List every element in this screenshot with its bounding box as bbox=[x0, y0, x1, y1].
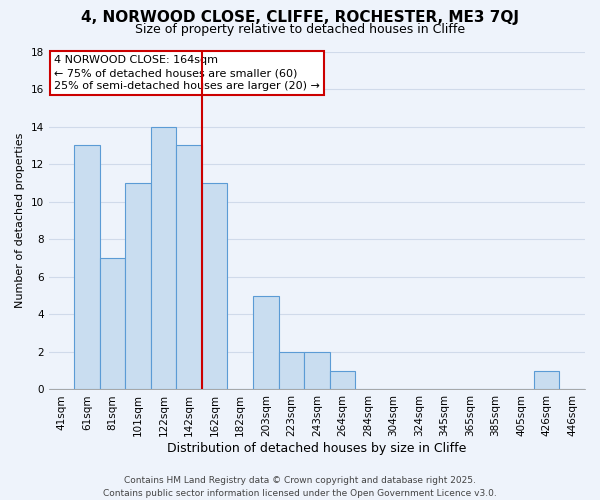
Bar bbox=[304, 352, 329, 390]
Bar bbox=[125, 183, 151, 390]
Bar bbox=[278, 352, 304, 390]
Bar bbox=[329, 370, 355, 390]
Y-axis label: Number of detached properties: Number of detached properties bbox=[15, 133, 25, 308]
Text: Contains HM Land Registry data © Crown copyright and database right 2025.
Contai: Contains HM Land Registry data © Crown c… bbox=[103, 476, 497, 498]
Text: Size of property relative to detached houses in Cliffe: Size of property relative to detached ho… bbox=[135, 22, 465, 36]
Bar bbox=[151, 126, 176, 390]
Text: 4 NORWOOD CLOSE: 164sqm
← 75% of detached houses are smaller (60)
25% of semi-de: 4 NORWOOD CLOSE: 164sqm ← 75% of detache… bbox=[54, 55, 320, 92]
Bar bbox=[534, 370, 559, 390]
X-axis label: Distribution of detached houses by size in Cliffe: Distribution of detached houses by size … bbox=[167, 442, 467, 455]
Bar bbox=[176, 146, 202, 390]
Bar bbox=[100, 258, 125, 390]
Bar bbox=[202, 183, 227, 390]
Bar bbox=[74, 146, 100, 390]
Text: 4, NORWOOD CLOSE, CLIFFE, ROCHESTER, ME3 7QJ: 4, NORWOOD CLOSE, CLIFFE, ROCHESTER, ME3… bbox=[81, 10, 519, 25]
Bar bbox=[253, 296, 278, 390]
